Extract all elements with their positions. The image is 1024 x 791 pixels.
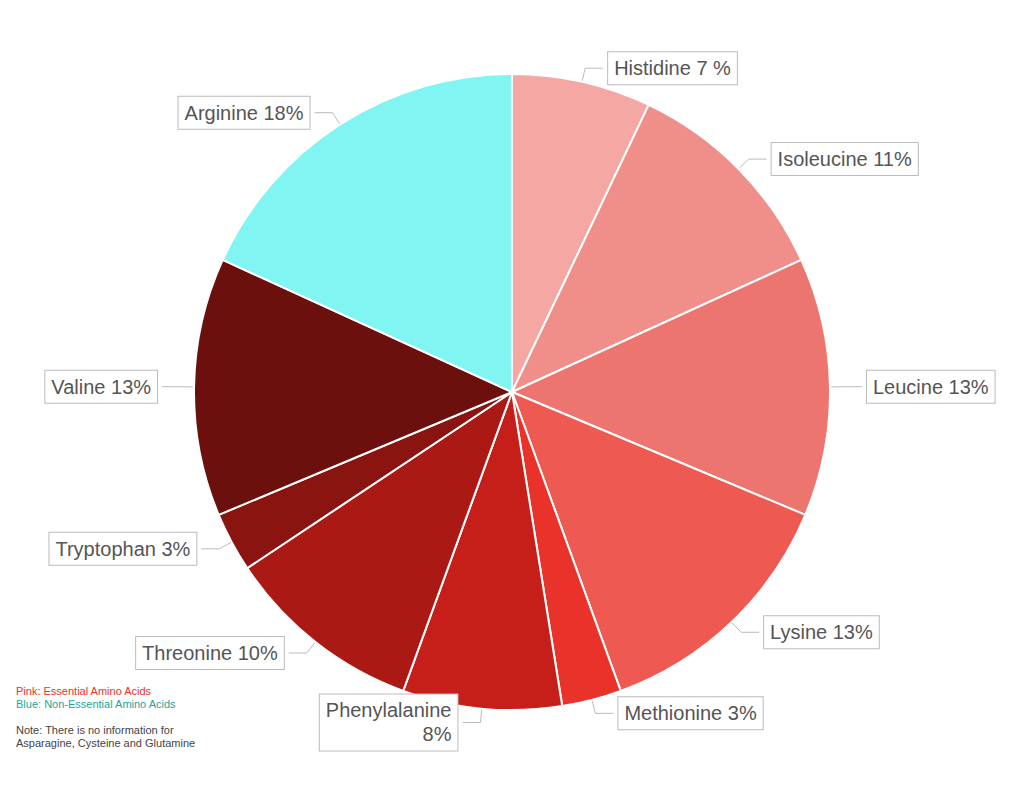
svg-text:Note: There is no information: Note: There is no information for [16,724,177,736]
svg-text:Threonine 10%: Threonine 10% [142,642,278,664]
svg-text:Blue: Non-Essential Amino Acid: Blue: Non-Essential Amino Acids [16,698,176,710]
svg-text:Tryptophan 3%: Tryptophan 3% [55,538,190,560]
svg-text:Pink: Essential Amino Acids: Pink: Essential Amino Acids [16,685,152,697]
svg-text:Arginine 18%: Arginine 18% [185,102,304,124]
svg-text:Leucine 13%: Leucine 13% [873,376,989,398]
svg-text:8%: 8% [423,723,452,745]
svg-text:Phenylalanine: Phenylalanine [326,699,452,721]
svg-text:Methionine 3%: Methionine 3% [624,702,757,724]
svg-text:Valine 13%: Valine 13% [51,376,151,398]
svg-text:Histidine 7 %: Histidine 7 % [614,57,731,79]
svg-text:Asparagine, Cysteine and Gluta: Asparagine, Cysteine and Glutamine [16,737,195,749]
svg-text:Lysine 13%: Lysine 13% [770,621,873,643]
svg-text:Isoleucine 11%: Isoleucine 11% [778,148,912,170]
